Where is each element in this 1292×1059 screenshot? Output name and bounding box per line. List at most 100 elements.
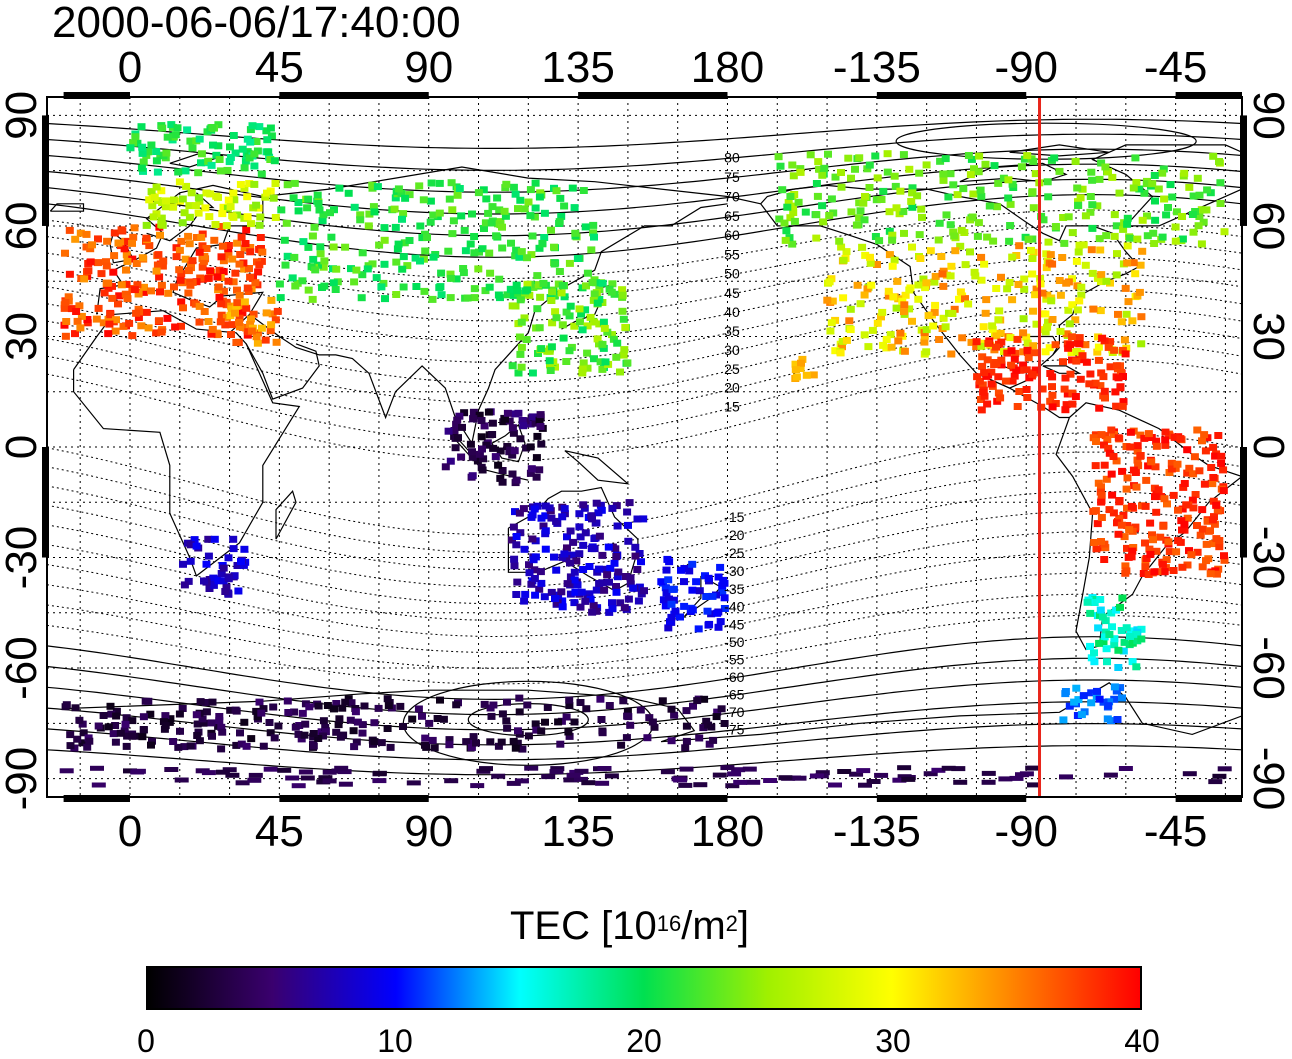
tec-sample bbox=[1046, 251, 1055, 259]
tec-sample bbox=[599, 318, 608, 326]
tec-sample bbox=[536, 568, 545, 576]
tec-sample bbox=[1087, 654, 1096, 662]
tec-sample bbox=[555, 218, 564, 226]
tec-sample bbox=[1137, 340, 1146, 348]
tec-sample bbox=[774, 153, 783, 161]
tec-sample bbox=[937, 253, 946, 260]
tec-sample bbox=[908, 317, 916, 325]
tec-sample bbox=[176, 727, 184, 735]
tec-sample bbox=[503, 698, 511, 706]
tec-sample bbox=[982, 296, 991, 304]
tec-sample bbox=[186, 137, 195, 145]
tec-sample bbox=[1126, 428, 1135, 436]
tec-sample bbox=[211, 221, 220, 228]
tec-sample bbox=[237, 558, 245, 565]
tec-sample bbox=[536, 189, 545, 197]
tec-sample bbox=[971, 272, 980, 280]
tec-sample bbox=[380, 236, 389, 244]
tec-sample bbox=[894, 295, 903, 303]
tec-sample bbox=[608, 599, 616, 607]
tec-sample bbox=[470, 783, 485, 789]
tec-sample bbox=[547, 226, 555, 234]
tec-sample bbox=[994, 179, 1003, 187]
tec-sample bbox=[1044, 318, 1052, 326]
tec-sample bbox=[565, 732, 574, 740]
tec-sample bbox=[368, 181, 377, 189]
tec-sample bbox=[978, 353, 987, 361]
tec-sample bbox=[523, 254, 531, 262]
tec-sample bbox=[858, 782, 872, 788]
tec-sample bbox=[835, 237, 844, 245]
tec-sample bbox=[405, 237, 414, 244]
tec-sample bbox=[996, 329, 1005, 337]
tec-sample bbox=[129, 139, 138, 147]
tec-sample bbox=[581, 306, 590, 314]
tec-sample bbox=[936, 157, 945, 165]
tec-sample bbox=[1004, 176, 1013, 184]
tec-sample bbox=[661, 602, 670, 610]
tec-sample bbox=[341, 243, 350, 251]
tec-sample bbox=[1027, 246, 1035, 254]
tec-sample bbox=[1182, 771, 1197, 777]
tec-sample bbox=[503, 443, 512, 450]
tec-sample bbox=[210, 236, 219, 244]
tec-sample bbox=[1014, 281, 1023, 288]
tec-sample bbox=[392, 291, 401, 298]
tec-sample bbox=[1090, 539, 1099, 546]
tec-sample bbox=[511, 744, 520, 752]
tec-sample bbox=[890, 172, 899, 180]
tec-sample bbox=[989, 237, 998, 245]
tec-sample bbox=[992, 285, 1001, 292]
tec-sample bbox=[993, 203, 1002, 211]
tec-sample bbox=[75, 716, 84, 724]
tec-sample bbox=[612, 502, 621, 510]
tec-sample bbox=[825, 212, 834, 219]
tec-sample bbox=[138, 149, 147, 157]
tec-sample bbox=[225, 158, 234, 166]
tec-sample bbox=[192, 234, 201, 241]
tec-sample bbox=[171, 131, 180, 139]
tec-sample bbox=[1088, 269, 1097, 277]
tec-sample bbox=[1116, 384, 1125, 392]
tec-sample bbox=[384, 702, 393, 709]
tec-sample bbox=[304, 286, 313, 294]
tec-sample bbox=[1143, 212, 1151, 220]
tec-sample bbox=[885, 251, 894, 259]
tec-sample bbox=[1115, 514, 1124, 522]
tec-sample bbox=[1019, 329, 1028, 337]
tec-sample bbox=[1133, 456, 1142, 464]
tec-sample bbox=[988, 326, 997, 334]
tec-sample bbox=[537, 514, 546, 522]
tec-sample bbox=[320, 282, 329, 290]
tec-sample bbox=[847, 208, 856, 216]
tec-sample bbox=[161, 722, 170, 730]
tec-sample bbox=[540, 209, 549, 217]
tec-sample bbox=[229, 189, 238, 197]
tec-sample bbox=[888, 236, 897, 244]
tec-sample bbox=[839, 256, 848, 264]
tec-sample bbox=[216, 167, 225, 175]
tec-sample bbox=[243, 284, 252, 292]
tec-sample bbox=[509, 737, 518, 745]
tec-sample bbox=[1152, 508, 1161, 516]
tec-sample bbox=[122, 251, 131, 259]
tec-sample bbox=[217, 311, 226, 319]
tec-sample bbox=[658, 697, 667, 705]
tec-sample bbox=[174, 168, 183, 176]
mlat-label: -50 bbox=[724, 634, 744, 650]
tec-sample bbox=[1102, 277, 1111, 285]
tec-sample bbox=[347, 699, 356, 707]
tec-sample bbox=[941, 155, 950, 163]
tec-sample bbox=[399, 283, 408, 291]
tec-sample bbox=[531, 204, 540, 212]
tec-sample bbox=[1081, 341, 1090, 349]
tec-sample bbox=[1119, 647, 1128, 655]
tec-sample bbox=[1219, 487, 1228, 495]
tec-sample bbox=[468, 448, 476, 456]
tec-sample bbox=[1115, 189, 1124, 197]
tec-sample bbox=[956, 242, 965, 250]
tec-sample bbox=[1061, 406, 1070, 414]
tec-sample bbox=[180, 581, 189, 589]
tec-sample bbox=[798, 355, 807, 363]
tec-sample bbox=[631, 543, 640, 551]
